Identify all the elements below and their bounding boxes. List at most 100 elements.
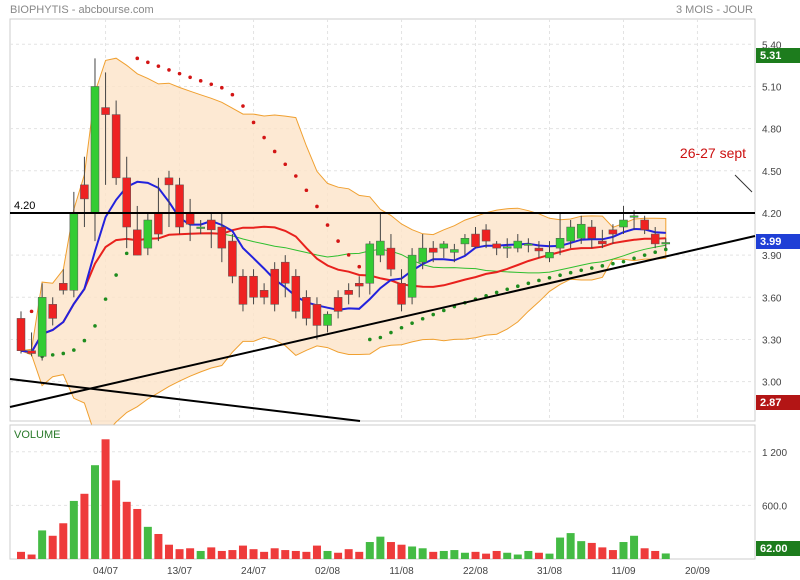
- price-badge-label: 5.31: [760, 50, 781, 62]
- volume-bar: [608, 550, 617, 559]
- candle-body: [48, 304, 57, 319]
- volume-badge: [756, 541, 800, 556]
- volume-bar: [249, 549, 258, 559]
- trend-lines: 4.20: [9, 200, 756, 422]
- volume-bar: [186, 548, 195, 559]
- candle-body: [365, 243, 375, 284]
- price-badge-label: 2.87: [760, 397, 781, 409]
- volume-bar: [503, 552, 512, 559]
- candle-body: [259, 290, 269, 298]
- sar-dot: [632, 256, 636, 261]
- candle-body: [302, 297, 311, 319]
- candle-body: [207, 219, 216, 231]
- sar-dot: [600, 264, 605, 268]
- candle-body: [59, 283, 68, 291]
- volume-bar: [534, 552, 543, 559]
- candle-body: [576, 223, 586, 239]
- candle-body: [555, 238, 565, 249]
- sar-dot: [220, 85, 224, 90]
- sar-dot: [325, 223, 330, 227]
- candle-body: [545, 252, 554, 259]
- candle-body: [27, 350, 36, 354]
- volume-bar: [460, 552, 469, 559]
- volume-bar: [154, 533, 163, 559]
- date-tick-label: 04/07: [93, 566, 118, 577]
- date-tick-label: 13/07: [167, 566, 192, 577]
- candle-body: [629, 215, 639, 218]
- volume-bar: [482, 553, 491, 559]
- candle-body: [524, 243, 533, 246]
- candle-body: [619, 219, 628, 228]
- volume-bar: [334, 552, 343, 559]
- candle-body: [344, 290, 353, 295]
- price-badge-label: 3.99: [760, 236, 781, 248]
- candle-body: [16, 318, 26, 351]
- sar-dot: [537, 278, 541, 283]
- candle-body: [428, 247, 438, 253]
- price-badges: 5.31 3.99 2.87 62.00: [756, 48, 800, 556]
- volume-tick-label: 1 200: [762, 448, 787, 459]
- sar-dot: [611, 261, 615, 266]
- candle-body: [69, 212, 79, 291]
- volume-bar: [238, 545, 247, 559]
- sar-dot: [50, 353, 55, 357]
- candle-body: [460, 238, 470, 245]
- candle-body: [397, 283, 406, 305]
- volume-bar: [386, 542, 395, 559]
- volume-bar: [17, 551, 25, 559]
- sar-dot: [589, 266, 594, 270]
- candle-body: [587, 226, 597, 239]
- volume-bar: [80, 493, 89, 559]
- volume-bar: [619, 542, 628, 559]
- volume-bar: [270, 548, 279, 559]
- price-badge: [756, 395, 800, 410]
- candle-body: [122, 177, 131, 228]
- sar-dot: [103, 297, 108, 301]
- volume-bar: [302, 551, 311, 559]
- candle-body: [249, 275, 258, 298]
- sar-dot: [262, 135, 266, 140]
- volume-bar: [418, 548, 427, 559]
- date-tick-label: 02/08: [315, 566, 340, 577]
- chart-title: BIOPHYTIS - abcbourse.com: [10, 4, 154, 16]
- sar-dot: [579, 268, 584, 273]
- candle-body: [566, 226, 575, 242]
- sar-dot: [315, 204, 319, 209]
- candle-body: [238, 275, 248, 305]
- date-annotation: 26-27 sept: [680, 145, 746, 161]
- sar-dot: [230, 92, 235, 97]
- sar-dot: [177, 71, 182, 76]
- candle-body: [333, 297, 343, 312]
- volume-bar: [545, 553, 554, 559]
- price-tick-label: 3.30: [762, 335, 782, 346]
- sar-dot: [72, 348, 76, 352]
- sar-dot: [547, 275, 552, 280]
- sar-dot: [389, 330, 393, 335]
- volume-bar: [661, 553, 670, 559]
- sar-dot: [272, 149, 277, 154]
- volume-bar: [355, 551, 364, 559]
- sar-dot: [336, 239, 340, 243]
- volume-bar: [27, 554, 36, 559]
- candle-body: [323, 313, 332, 326]
- candle-body: [418, 247, 427, 263]
- downtrend-line: [9, 378, 361, 422]
- sar-dot: [188, 75, 192, 80]
- candle-body: [661, 242, 671, 245]
- volume-bar: [217, 550, 226, 559]
- sar-dot: [558, 273, 562, 277]
- volume-label: VOLUME: [14, 429, 60, 441]
- sar-dot: [442, 308, 446, 313]
- sar-dot: [410, 321, 414, 325]
- sar-dot: [241, 104, 245, 108]
- volume-bar: [38, 530, 47, 559]
- date-tick-label: 11/09: [611, 566, 636, 577]
- volume-bar: [323, 550, 332, 559]
- volume-bar: [524, 550, 533, 559]
- candle-body: [101, 107, 110, 115]
- date-tick-label: 20/09: [685, 566, 710, 577]
- sar-dot: [568, 270, 573, 275]
- date-tick-label: 24/07: [241, 566, 266, 577]
- sar-dot: [642, 253, 647, 257]
